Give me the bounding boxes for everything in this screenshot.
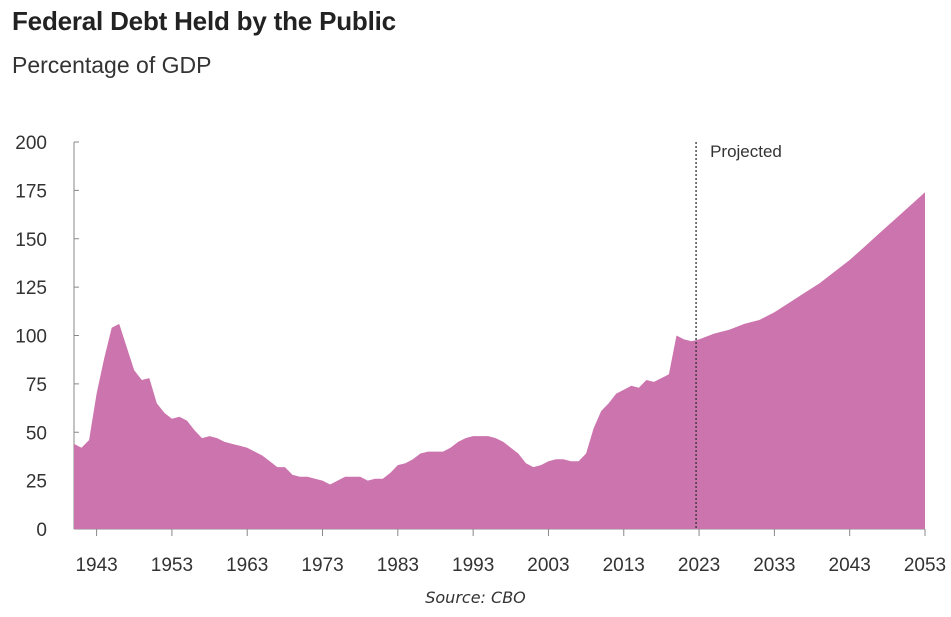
chart-title: Federal Debt Held by the Public bbox=[12, 6, 396, 36]
x-tick-label: 2003 bbox=[527, 555, 569, 576]
projected-label: Projected bbox=[710, 142, 782, 161]
y-axis: 0 25 50 75 100 125 150 175 200 bbox=[15, 133, 79, 541]
y-tick-label: 75 bbox=[26, 375, 47, 396]
y-tick-label: 100 bbox=[15, 327, 47, 348]
x-tick-label: 2033 bbox=[753, 555, 795, 576]
x-tick-label: 1953 bbox=[151, 555, 193, 576]
x-tick-label: 2043 bbox=[829, 555, 871, 576]
debt-area-series bbox=[74, 192, 925, 530]
x-tick-label: 1963 bbox=[226, 555, 268, 576]
x-tick-label: 1943 bbox=[75, 555, 117, 576]
y-tick-label: 150 bbox=[15, 230, 47, 251]
x-tick-label: 1983 bbox=[377, 555, 419, 576]
x-tick-label: 2053 bbox=[904, 555, 946, 576]
y-tick-label: 125 bbox=[15, 278, 47, 299]
y-tick-label: 200 bbox=[15, 133, 47, 154]
x-tick-label: 2013 bbox=[603, 555, 645, 576]
y-tick-label: 25 bbox=[26, 472, 47, 493]
x-tick-label: 1973 bbox=[301, 555, 343, 576]
y-tick-label: 0 bbox=[36, 520, 47, 541]
y-tick-label: 50 bbox=[26, 423, 47, 444]
x-axis: 1943 1953 1963 1973 1983 1993 2003 2013 2023 2033… bbox=[74, 528, 946, 576]
x-tick-label: 2023 bbox=[678, 555, 720, 576]
x-tick-label: 1993 bbox=[452, 555, 494, 576]
y-tick-label: 175 bbox=[15, 181, 47, 202]
chart-subtitle: Percentage of GDP bbox=[12, 52, 212, 78]
source-note: Source: CBO bbox=[425, 588, 526, 607]
